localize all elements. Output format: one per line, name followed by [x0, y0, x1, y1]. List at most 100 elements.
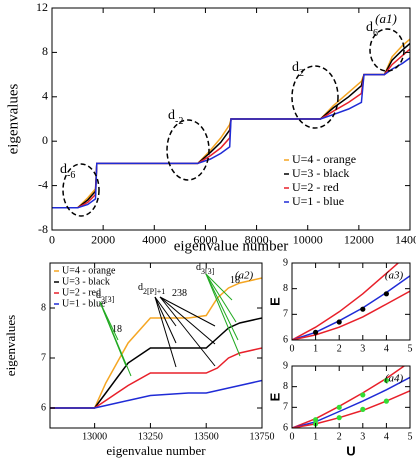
annotation: 18	[230, 275, 240, 286]
annotation-text: d	[96, 290, 101, 301]
x-axis-label: eigenvalue number	[106, 443, 206, 458]
x-tick-label: 2	[337, 343, 342, 354]
point	[360, 306, 366, 312]
y-tick-label: 8	[42, 44, 48, 58]
x-tick-label: 10000	[293, 233, 323, 247]
point	[336, 415, 342, 421]
plot-area	[292, 263, 410, 340]
x-tick-label: 2	[337, 431, 342, 442]
point	[336, 319, 342, 325]
arrow	[154, 296, 177, 368]
arrow	[205, 273, 241, 357]
x-tick-label: 14000	[395, 233, 416, 247]
x-tick-label: 12000	[344, 233, 374, 247]
series-line	[50, 317, 262, 409]
point	[383, 377, 389, 384]
annotation-text: 18	[112, 324, 122, 335]
x-tick-label: 3	[360, 343, 365, 354]
highlight-circle	[62, 163, 100, 217]
annotation-text: d	[60, 162, 67, 177]
annotation: 18	[112, 324, 122, 335]
y-axis-label: E	[267, 297, 282, 306]
y-axis-label: eigenvalues	[3, 315, 18, 376]
series-line	[50, 379, 262, 409]
y-tick-label: 6	[41, 402, 46, 413]
panel-label: (a1)	[375, 11, 397, 26]
panel-label: (a4)	[385, 373, 404, 385]
x-tick-label: 4000	[142, 233, 166, 247]
arrow	[159, 296, 216, 345]
legend-label: U=1 - blue	[292, 194, 344, 208]
x-tick-label: 13000	[82, 431, 107, 442]
legend-label: U=1 - blue	[62, 298, 106, 309]
panel-label: (a2)	[235, 270, 254, 282]
legend-label: U=4 - orange	[62, 265, 116, 276]
arrow	[99, 301, 132, 377]
annotation-sub: -2	[175, 116, 183, 127]
y-tick-label: 9	[283, 360, 288, 371]
x-tick-label: 2000	[91, 233, 115, 247]
annotation-sub: 2[P]+1	[143, 287, 165, 296]
plot-area	[292, 366, 410, 428]
annotation-text: d	[292, 60, 299, 75]
annotation: 238	[172, 288, 187, 299]
point	[313, 329, 319, 335]
annotation: d6	[366, 20, 378, 39]
plot-area	[50, 277, 262, 409]
series-line	[292, 275, 410, 340]
x-tick-label: 8000	[245, 233, 269, 247]
arrow	[159, 296, 216, 327]
annotation-text: 18	[230, 275, 240, 286]
annotation-sub: 3[3]	[201, 267, 215, 276]
point	[313, 417, 319, 423]
point	[383, 291, 389, 297]
x-tick-label: 3	[360, 431, 365, 442]
annotation: d3[3]	[96, 290, 115, 304]
y-axis-label: E	[267, 392, 282, 401]
y-tick-label: 8	[41, 302, 46, 313]
annotation-text: 238	[172, 288, 187, 299]
x-tick-label: 4	[384, 431, 389, 442]
legend-label: U=3 - black	[292, 166, 349, 180]
x-tick-label: 13750	[250, 431, 275, 442]
annotation-text: d	[196, 262, 201, 273]
arrow	[154, 296, 177, 327]
x-tick-label: 1	[313, 431, 318, 442]
series-line	[292, 263, 400, 340]
y-tick-label: 8	[283, 283, 288, 294]
arrow	[154, 296, 177, 344]
legend-label: U=2 - red	[292, 180, 339, 194]
x-axis-label: eigenvalue number	[174, 238, 289, 254]
x-tick-label: 6000	[193, 233, 217, 247]
x-tick-label: 4	[384, 343, 389, 354]
axes-frame	[49, 262, 263, 429]
x-tick-label: 13250	[138, 431, 163, 442]
y-tick-label: 12	[36, 0, 48, 14]
annotation: d3[3]	[196, 262, 215, 276]
x-tick-label: 0	[49, 233, 55, 247]
series-line	[50, 277, 262, 409]
x-tick-label: 0	[290, 431, 295, 442]
point	[336, 404, 342, 410]
y-tick-label: 7	[283, 309, 288, 320]
legend-label: U=3 - black	[62, 276, 110, 287]
y-tick-label: 8	[283, 381, 288, 392]
highlight-circle	[369, 28, 405, 72]
annotation: d-2	[168, 108, 183, 127]
arrow	[205, 273, 237, 323]
series-line	[52, 57, 410, 209]
panel-label: (a3)	[385, 270, 404, 282]
annotation-sub: 2	[299, 68, 304, 79]
series-line	[292, 376, 410, 428]
annotation-text: d	[366, 20, 373, 35]
y-tick-label: 0	[42, 133, 48, 147]
x-tick-label: 13500	[194, 431, 219, 442]
point	[360, 406, 366, 412]
arrow	[205, 273, 239, 341]
y-axis-label: eigenvalues	[5, 83, 21, 154]
point	[383, 398, 389, 404]
y-tick-label: 7	[283, 402, 288, 413]
plot-area	[52, 38, 410, 209]
annotation-text: d	[138, 282, 143, 293]
